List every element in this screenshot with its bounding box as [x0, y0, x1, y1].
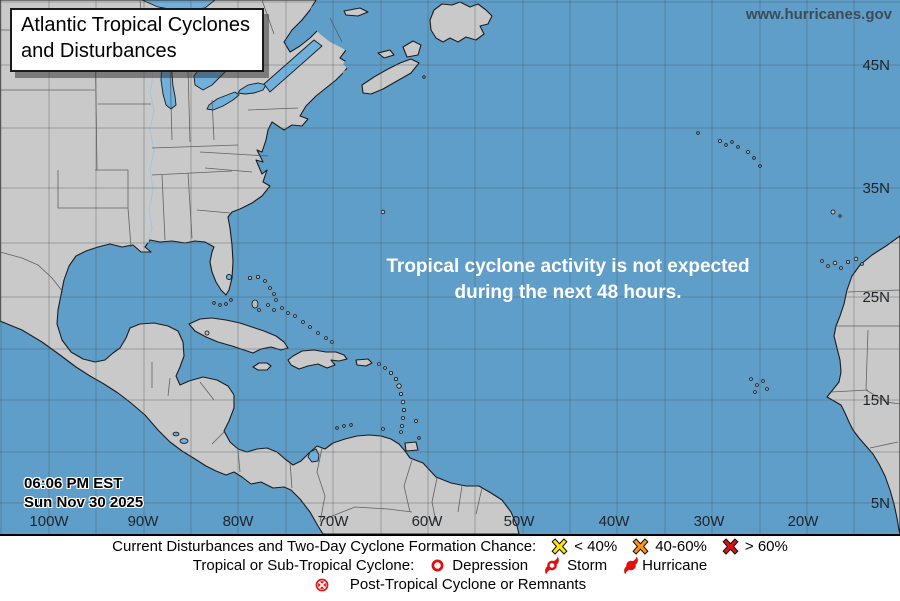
- cuba: [188, 317, 289, 354]
- sable-island: [422, 75, 426, 79]
- legend-item-gt60: > 60%: [722, 538, 788, 555]
- activity-message: Tropical cyclone activity is not expecte…: [340, 254, 796, 306]
- lake-erie: [206, 91, 240, 111]
- website-link[interactable]: www.hurricanes.gov: [745, 6, 892, 23]
- legend-item-40-60: 40-60%: [632, 538, 707, 555]
- post-tropical-icon: [315, 578, 329, 591]
- legend-item-hurricane: Hurricane: [622, 556, 707, 575]
- hurricane-icon: [624, 556, 639, 575]
- map-title-line1: Atlantic Tropical Cyclones: [21, 14, 250, 36]
- legend-item-lt40: < 40%: [551, 538, 617, 555]
- lat-label-25n: 25N: [862, 289, 890, 306]
- legend-row-cyclones: Tropical or Sub-Tropical Cyclone: Depres…: [0, 556, 900, 575]
- isle-of-youth: [204, 330, 210, 336]
- abc-islands: [335, 423, 385, 431]
- legend-bar: Current Disturbances and Two-Day Cyclone…: [0, 536, 900, 601]
- legend-row-disturbances: Current Disturbances and Two-Day Cyclone…: [0, 537, 900, 556]
- legend-label-depression: Depression: [452, 557, 529, 574]
- lon-label-60w: 60W: [411, 513, 443, 530]
- lat-label-5n: 5N: [870, 495, 890, 512]
- issuance-time: 06:06 PM EST: [24, 475, 123, 492]
- lon-label-90w: 90W: [127, 513, 159, 530]
- activity-message-line2: during the next 48 hours.: [454, 282, 682, 304]
- cape-verde-islands: [749, 377, 769, 394]
- lake-nicaragua: [179, 438, 189, 444]
- lon-label-40w: 40W: [598, 513, 630, 530]
- lat-label-35n: 35N: [862, 180, 890, 197]
- legend-label-lt40: < 40%: [574, 538, 618, 555]
- newfoundland: [429, 1, 493, 43]
- anticosti-island: [343, 7, 369, 17]
- gulf-st-lawrence-water: [308, 0, 430, 73]
- bermuda: [380, 209, 386, 215]
- lon-label-30w: 30W: [693, 513, 725, 530]
- legend-item-storm: Storm: [543, 556, 607, 575]
- africa-landmass: [826, 235, 900, 534]
- legend-caption-cyclones: Tropical or Sub-Tropical Cyclone:: [192, 557, 415, 574]
- legend-label-post-tropical: Post-Tropical Cyclone or Remnants: [349, 576, 587, 593]
- x-mark-yellow-icon: [551, 538, 568, 555]
- prince-edward-island: [377, 49, 395, 59]
- x-mark-orange-icon: [632, 538, 649, 555]
- americas-landmass: [0, 0, 520, 534]
- lake-okeechobee: [225, 273, 233, 281]
- lon-label-80w: 80W: [222, 513, 254, 530]
- map-title-box: Atlantic Tropical Cyclones and Disturban…: [10, 8, 264, 73]
- trinidad: [404, 441, 419, 452]
- madeira-islands: [830, 209, 842, 218]
- lake-managua: [172, 431, 180, 437]
- legend-label-gt60: > 60%: [744, 538, 788, 555]
- lesser-antilles: [377, 362, 421, 440]
- political-borders-group: [0, 0, 900, 523]
- azores-islands: [696, 131, 762, 168]
- depression-icon: [431, 559, 444, 572]
- puerto-rico: [355, 358, 373, 367]
- activity-message-line1: Tropical cyclone activity is not expecte…: [386, 256, 750, 277]
- legend-label-40-60: 40-60%: [655, 538, 707, 555]
- graticule: [0, 0, 900, 534]
- lon-label-50w: 50W: [503, 513, 535, 530]
- legend-item-depression: Depression: [429, 557, 528, 574]
- canary-islands: [820, 256, 864, 270]
- lat-label-15n: 15N: [862, 392, 890, 409]
- legend-caption-disturbances: Current Disturbances and Two-Day Cyclone…: [112, 538, 537, 555]
- issuance-date: Sun Nov 30 2025: [24, 493, 144, 511]
- legend-label-hurricane: Hurricane: [642, 557, 708, 574]
- atlantic-basin-map: 45N 35N 25N 15N 5N 100W 90W 80W 70W 60W …: [0, 0, 900, 536]
- cape-breton-island: [402, 40, 422, 58]
- lake-maracaibo: [307, 448, 320, 463]
- jamaica: [252, 362, 272, 371]
- lake-ontario: [237, 82, 267, 95]
- landmass-group: [0, 0, 900, 534]
- lat-label-45n: 45N: [862, 57, 890, 74]
- small-islands-group: [204, 75, 864, 440]
- florida-keys: [212, 298, 233, 307]
- lon-label-70w: 70W: [317, 513, 349, 530]
- issuance-timestamp: 06:06 PM EST Sun Nov 30 2025: [24, 475, 143, 513]
- legend-row-post-tropical: Post-Tropical Cyclone or Remnants: [0, 575, 900, 594]
- lon-label-20w: 20W: [787, 513, 819, 530]
- mississippi-river: [147, 59, 155, 244]
- nova-scotia: [361, 58, 420, 95]
- legend-item-post-tropical: Post-Tropical Cyclone or Remnants: [314, 576, 586, 593]
- storm-icon: [545, 556, 560, 575]
- bahamas-islands: [247, 274, 334, 344]
- x-mark-red-icon: [722, 538, 739, 555]
- hispaniola: [287, 349, 348, 370]
- lon-label-100w: 100W: [29, 513, 69, 530]
- st-lawrence-river: [263, 39, 323, 93]
- legend-label-storm: Storm: [567, 557, 608, 574]
- map-title-line2: and Disturbances: [21, 39, 177, 62]
- bay-of-fundy-water: [342, 57, 381, 81]
